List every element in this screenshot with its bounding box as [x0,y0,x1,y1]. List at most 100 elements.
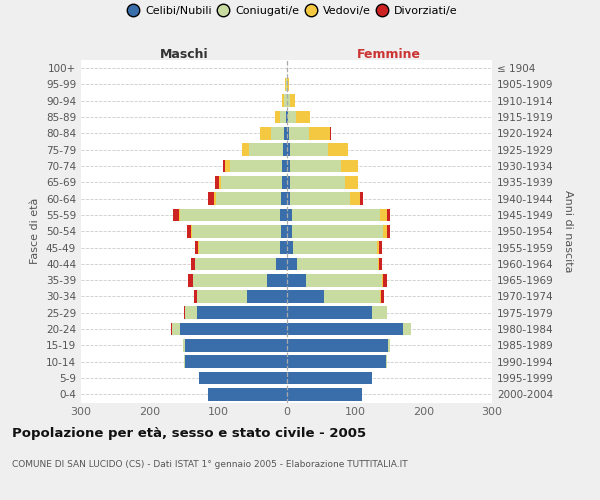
Bar [198,241,199,254]
Bar [197,306,287,319]
Bar [199,372,287,384]
Bar [287,78,289,91]
Bar [403,322,411,336]
Bar [386,356,387,368]
Bar [193,274,268,286]
Bar [287,290,324,303]
Bar [247,290,287,303]
Bar [289,127,309,140]
Bar [287,144,290,156]
Bar [185,356,287,368]
Bar [187,225,191,237]
Bar [199,241,280,254]
Bar [172,322,181,336]
Bar [380,208,386,222]
Bar [181,208,280,222]
Y-axis label: Fasce di età: Fasce di età [31,198,40,264]
Bar [287,356,386,368]
Bar [184,306,185,319]
Bar [361,192,362,205]
Bar [388,339,390,352]
Bar [287,225,292,237]
Bar [221,176,282,188]
Bar [377,241,379,254]
Bar [345,176,358,188]
Bar [293,241,377,254]
Bar [287,322,403,336]
Bar [191,225,192,237]
Bar [292,208,380,222]
Bar [290,144,328,156]
Y-axis label: Anni di nascita: Anni di nascita [563,190,573,272]
Bar [215,176,218,188]
Bar [230,160,282,172]
Bar [290,176,345,188]
Bar [296,110,310,124]
Bar [372,306,387,319]
Bar [192,225,281,237]
Bar [282,176,287,188]
Bar [268,274,287,286]
Bar [179,208,181,222]
Bar [195,258,196,270]
Text: Popolazione per età, sesso e stato civile - 2005: Popolazione per età, sesso e stato civil… [12,428,366,440]
Bar [286,110,287,124]
Bar [287,127,289,140]
Bar [173,208,179,222]
Bar [341,160,358,172]
Bar [379,241,382,254]
Bar [386,208,390,222]
Bar [379,258,382,270]
Legend: Celibi/Nubili, Coniugati/e, Vedovi/e, Divorziati/e: Celibi/Nubili, Coniugati/e, Vedovi/e, Di… [128,3,460,18]
Bar [287,274,305,286]
Bar [249,144,283,156]
Text: Maschi: Maschi [160,48,208,61]
Bar [381,290,385,303]
Bar [242,144,249,156]
Bar [188,274,193,286]
Bar [208,192,214,205]
Bar [284,127,287,140]
Bar [280,208,287,222]
Bar [287,258,297,270]
Bar [287,372,372,384]
Bar [288,110,296,124]
Bar [292,225,383,237]
Bar [297,258,377,270]
Bar [282,160,287,172]
Bar [196,258,276,270]
Bar [287,241,293,254]
Bar [290,192,350,205]
Bar [281,225,287,237]
Bar [194,290,197,303]
Bar [181,322,287,336]
Bar [218,176,221,188]
Bar [386,225,390,237]
Bar [195,241,198,254]
Bar [283,144,287,156]
Bar [275,110,280,124]
Bar [280,110,286,124]
Bar [285,78,286,91]
Bar [208,388,287,400]
Bar [287,339,388,352]
Bar [284,94,287,107]
Bar [287,160,290,172]
Bar [382,274,383,286]
Bar [290,160,341,172]
Bar [286,78,287,91]
Bar [185,339,287,352]
Bar [216,192,281,205]
Text: COMUNE DI SAN LUCIDO (CS) - Dati ISTAT 1° gennaio 2005 - Elaborazione TUTTITALIA: COMUNE DI SAN LUCIDO (CS) - Dati ISTAT 1… [12,460,407,469]
Bar [377,258,379,270]
Bar [287,192,290,205]
Text: Femmine: Femmine [357,48,421,61]
Bar [324,290,380,303]
Bar [329,127,331,140]
Bar [260,127,271,140]
Bar [214,192,216,205]
Bar [290,94,295,107]
Bar [287,110,288,124]
Bar [197,290,247,303]
Bar [271,127,284,140]
